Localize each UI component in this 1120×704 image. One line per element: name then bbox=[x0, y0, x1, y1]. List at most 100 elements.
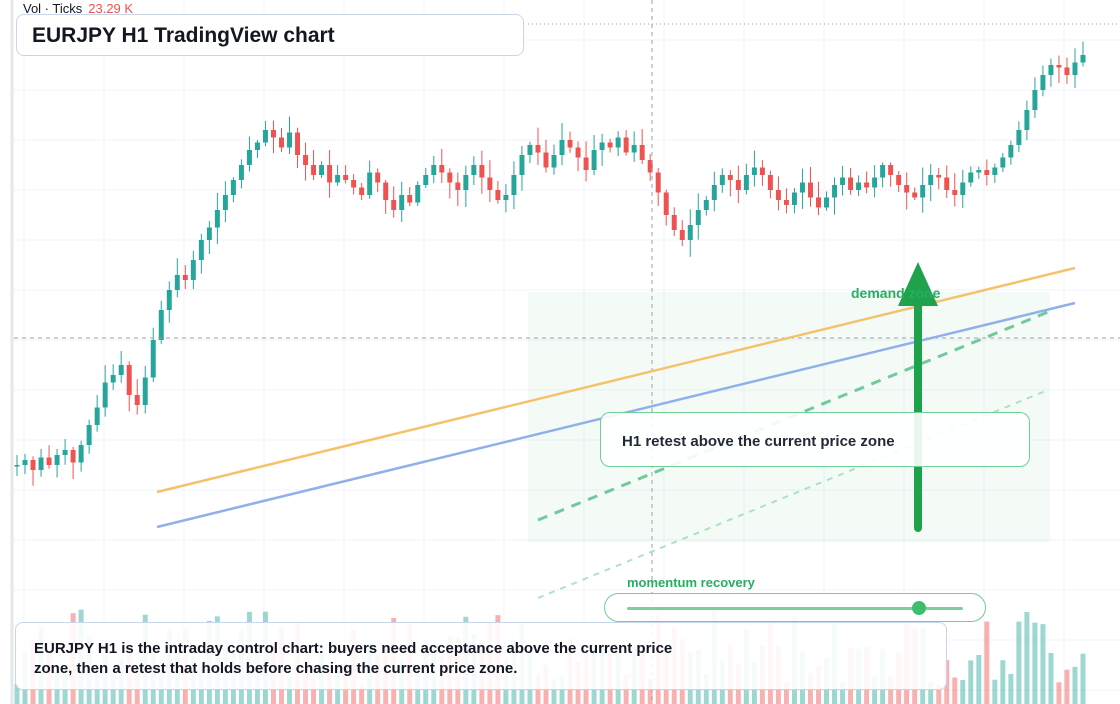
volume-bar bbox=[311, 680, 317, 704]
candle-body bbox=[976, 170, 982, 173]
candle-body bbox=[431, 165, 437, 175]
volume-legend-value: 23.29 K bbox=[88, 1, 134, 16]
candle-body bbox=[703, 200, 709, 210]
candle-body bbox=[126, 365, 132, 395]
candle-body bbox=[808, 182, 813, 198]
volume-legend-label: Vol · Ticks bbox=[23, 1, 83, 16]
candle-body bbox=[575, 147, 581, 158]
candle-body bbox=[335, 175, 341, 183]
candle-body bbox=[559, 140, 565, 155]
volume-bar bbox=[872, 676, 878, 704]
candle-body bbox=[262, 130, 268, 143]
candle-body bbox=[799, 182, 805, 193]
candle-body bbox=[94, 407, 100, 425]
candle-body bbox=[359, 187, 365, 195]
candle-body bbox=[254, 142, 260, 150]
candle-body bbox=[872, 177, 878, 188]
candle-body bbox=[647, 160, 653, 173]
candle-body bbox=[383, 182, 389, 200]
candle-body bbox=[832, 185, 838, 198]
candle-body bbox=[928, 175, 934, 185]
candle-body bbox=[671, 215, 677, 230]
candle-body bbox=[767, 175, 773, 190]
candle-body bbox=[415, 185, 421, 203]
candle-body bbox=[912, 192, 918, 198]
candle-body bbox=[511, 175, 517, 195]
candle-body bbox=[238, 165, 244, 180]
candle-body bbox=[607, 142, 613, 148]
volume-bar bbox=[976, 655, 982, 704]
candle-body bbox=[399, 195, 405, 210]
candle-body bbox=[222, 195, 228, 210]
candle-body bbox=[695, 210, 701, 225]
volume-bar bbox=[647, 678, 653, 704]
candle-body bbox=[62, 450, 68, 455]
candle-body bbox=[287, 132, 292, 148]
arrow-up-icon bbox=[898, 262, 938, 306]
candle-body bbox=[463, 175, 469, 190]
candle-body bbox=[78, 445, 84, 463]
volume-bar bbox=[14, 683, 20, 704]
candle-body bbox=[174, 275, 180, 290]
candle-body bbox=[38, 457, 44, 470]
candle-body bbox=[631, 145, 637, 153]
candle-body bbox=[727, 175, 733, 180]
candle-body bbox=[206, 227, 212, 240]
volume-bar bbox=[952, 677, 958, 704]
candle-body bbox=[1056, 65, 1062, 68]
candle-body bbox=[319, 165, 325, 175]
candle-body bbox=[30, 460, 36, 470]
candle-body bbox=[198, 240, 204, 260]
candle-body bbox=[615, 137, 621, 148]
volume-bar bbox=[1056, 682, 1062, 704]
volume-bar bbox=[551, 679, 557, 704]
candle-body bbox=[142, 377, 148, 405]
candle-body bbox=[960, 182, 966, 195]
candle-body bbox=[1024, 110, 1030, 130]
candle-body bbox=[1048, 65, 1054, 75]
volume-bar bbox=[1008, 673, 1014, 704]
candle-body bbox=[1016, 130, 1022, 145]
candle-body bbox=[848, 177, 854, 190]
momentum-slider[interactable] bbox=[604, 593, 986, 622]
candle-body bbox=[743, 175, 749, 190]
candle-body bbox=[495, 190, 501, 200]
candle-body bbox=[54, 455, 60, 465]
volume-bar bbox=[992, 679, 998, 704]
candle-body bbox=[1040, 75, 1046, 90]
retest-callout-text: H1 retest above the current price zone bbox=[622, 433, 895, 450]
momentum-knob[interactable] bbox=[912, 601, 927, 615]
volume-bar bbox=[936, 685, 942, 704]
volume-bar bbox=[1072, 666, 1078, 704]
candle-body bbox=[896, 175, 902, 185]
candle-body bbox=[711, 185, 717, 200]
volume-bar bbox=[359, 685, 365, 704]
candle-body bbox=[102, 382, 108, 408]
volume-bar bbox=[968, 660, 974, 704]
candle-body bbox=[182, 275, 188, 280]
volume-bar bbox=[1080, 653, 1086, 704]
candle-body bbox=[118, 365, 124, 375]
candle-body bbox=[880, 165, 886, 178]
volume-bar bbox=[783, 681, 789, 704]
candle-body bbox=[543, 152, 549, 168]
momentum-label: momentum recovery bbox=[627, 575, 755, 590]
chart-title: EURJPY H1 TradingView chart bbox=[32, 24, 335, 47]
candle-body bbox=[1072, 62, 1078, 75]
candle-body bbox=[423, 175, 429, 185]
candle-body bbox=[567, 140, 573, 148]
candle-body bbox=[46, 457, 52, 465]
candle-body bbox=[783, 200, 789, 205]
volume-bar bbox=[928, 681, 934, 704]
candle-body bbox=[230, 180, 236, 195]
candle-body bbox=[407, 195, 413, 203]
candle-body bbox=[719, 175, 725, 185]
volume-legend: Vol · Ticks 23.29 K bbox=[23, 1, 133, 16]
candle-body bbox=[751, 167, 757, 175]
volume-bar bbox=[1040, 624, 1046, 704]
momentum-track bbox=[627, 607, 963, 610]
candles bbox=[14, 41, 1086, 486]
candle-body bbox=[1080, 55, 1086, 63]
candle-body bbox=[22, 460, 28, 465]
candle-body bbox=[816, 197, 821, 208]
